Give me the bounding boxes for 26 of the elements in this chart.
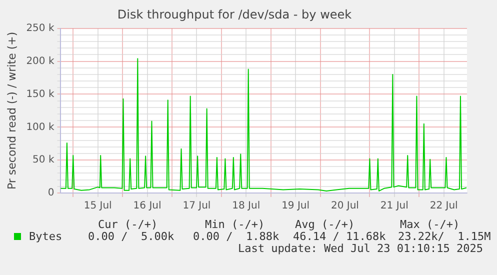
x-tick-label: 16 Jul — [133, 200, 162, 212]
y-axis-title: Pr second read (-) / write (+) — [5, 32, 18, 190]
text: 46.14 / 11.68k — [293, 230, 386, 243]
text: 0.00 / 5.00k — [88, 230, 174, 243]
x-tick-label: 22 Jul — [430, 200, 458, 212]
x-tick-label: 18 Jul — [232, 200, 260, 212]
text: Avg (-/+) — [295, 218, 355, 231]
x-tick-label: 15 Jul — [84, 200, 112, 212]
x-tick-label: 21 Jul — [380, 200, 408, 212]
text: Min (-/+) — [205, 218, 265, 231]
x-tick-label: 20 Jul — [330, 200, 359, 212]
x-tick-label: 17 Jul — [182, 200, 211, 212]
y-tick-label: 100 k — [26, 122, 54, 133]
text: Last update: Wed Jul 23 01:10:15 2025 — [238, 242, 483, 255]
text: Max (-/+) — [400, 218, 460, 231]
y-tick-label: 0 — [48, 188, 54, 199]
text: Cur (-/+) — [98, 218, 158, 231]
text: 0.00 / 1.88k — [193, 230, 280, 243]
text: 23.22k/ 1.15M — [398, 230, 491, 243]
y-tick-label: 150 k — [26, 88, 54, 100]
legend-label: Bytes — [28, 230, 62, 243]
y-tick-label: 200 k — [26, 56, 54, 67]
y-tick-label: 50 k — [32, 154, 54, 166]
x-tick-label: 19 Jul — [282, 200, 310, 212]
y-tick-label: 250 k — [26, 22, 54, 34]
chart-title: Disk throughput for /dev/sda - by week — [117, 7, 352, 22]
